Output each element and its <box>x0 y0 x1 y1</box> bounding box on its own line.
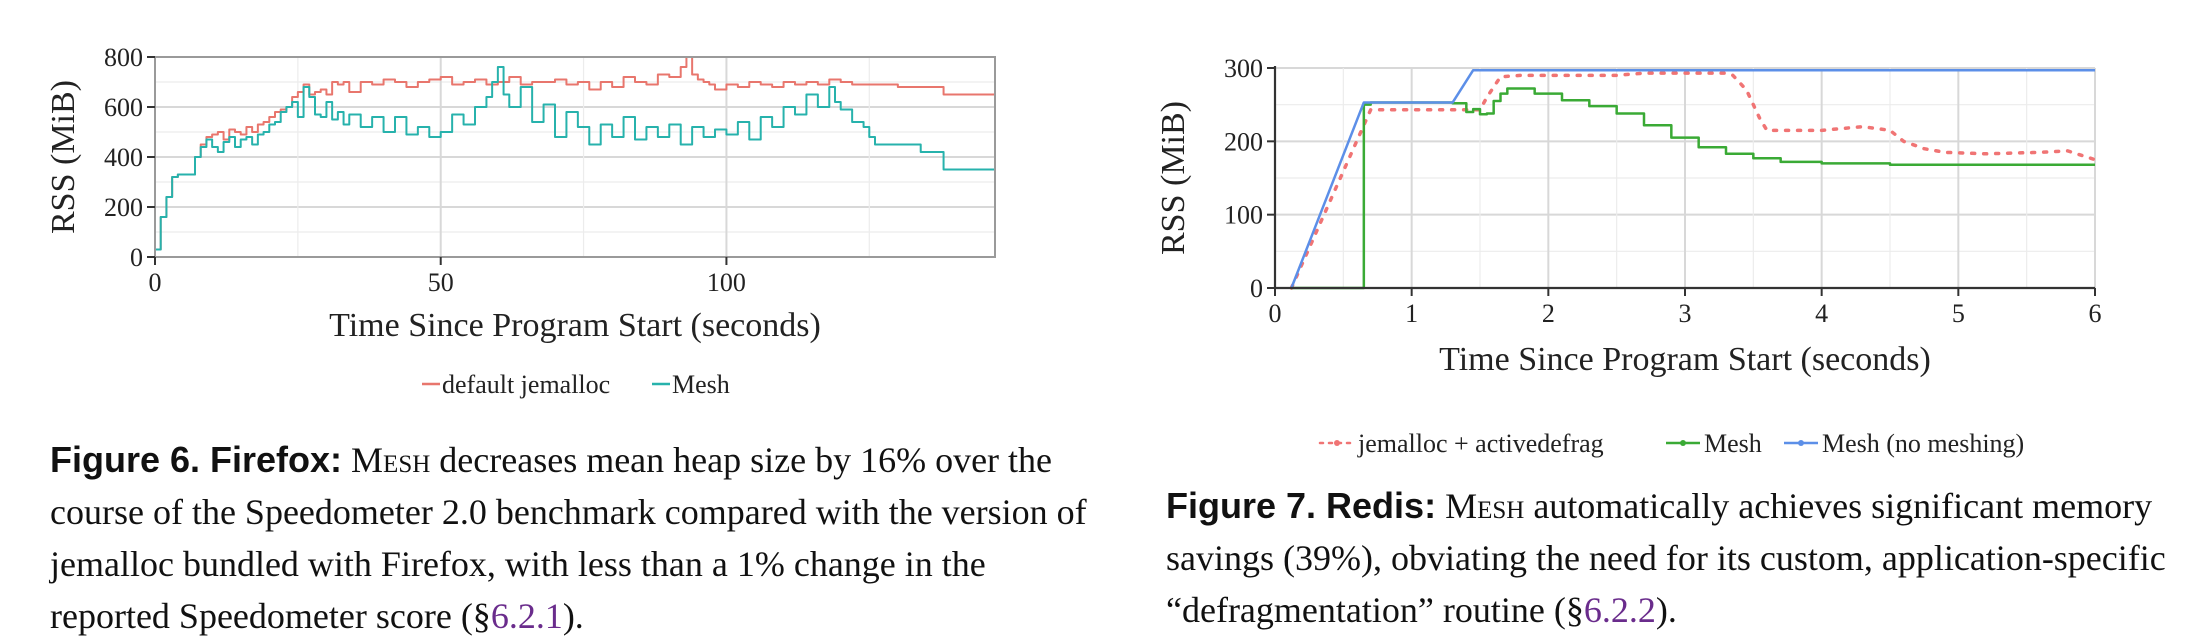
x-tick-label: 50 <box>428 268 454 297</box>
legend-dot-mesh-no-meshing <box>1798 440 1804 446</box>
figure-7-label: Figure 7. Redis: <box>1166 485 1437 526</box>
y-tick-label: 200 <box>104 193 143 222</box>
legend-label-default-jemalloc: default jemalloc <box>442 370 610 399</box>
series-line-default-jemalloc <box>155 56 995 251</box>
y-tick-label: 0 <box>130 243 143 272</box>
figure-7-section-ref[interactable]: 6.2.2 <box>1583 590 1656 630</box>
figure-7-end: ). <box>1655 590 1677 630</box>
y-tick-label: 400 <box>104 143 143 172</box>
legend-label-jemalloc-activedefrag: jemalloc + activedefrag <box>1357 429 1604 458</box>
y-axis-label: RSS (MiB) <box>45 80 82 234</box>
y-tick-label: 800 <box>104 43 143 72</box>
figure-7-caption: Figure 7. Redis: Mesh automatically achi… <box>1166 480 2212 636</box>
x-tick-label: 1 <box>1405 299 1418 328</box>
figure-6-mesh-name: Mesh <box>351 440 431 480</box>
series-line-mesh <box>155 66 995 251</box>
legend: jemalloc + activedefrag Mesh Mesh (no mesh… <box>1318 429 2024 458</box>
figure-6-caption: Figure 6. Firefox: Mesh decreases mean h… <box>50 434 1110 642</box>
legend-label-mesh: Mesh <box>1704 429 1762 458</box>
y-tick-label: 100 <box>1224 201 1263 230</box>
x-tick-label: 4 <box>1815 299 1828 328</box>
firefox-rss-chart: 0 200 400 600 800 0 50 100 Time Since Program St… <box>45 43 996 399</box>
x-tick-label: 0 <box>1269 299 1282 328</box>
figure-6-panel: 0 200 400 600 800 0 50 100 Time Since Program St… <box>45 43 1110 642</box>
figure-6-section-ref[interactable]: 6.2.1 <box>490 596 563 636</box>
figure-7-panel: 0 100 200 300 0 1 2 3 4 5 6 Time Since Program Star… <box>1140 0 2212 642</box>
figure-6-label: Figure 6. Firefox: <box>50 439 343 480</box>
x-tick-label: 5 <box>1952 299 1965 328</box>
x-tick-label: 2 <box>1542 299 1555 328</box>
y-tick-label: 200 <box>1224 127 1263 156</box>
x-tick-label: 0 <box>149 268 162 297</box>
series-line-mesh-no-meshing <box>1290 68 2095 289</box>
x-tick-label: 6 <box>2089 299 2102 328</box>
y-tick-label: 600 <box>104 93 143 122</box>
series-line-jemalloc-activedefrag <box>1289 71 2097 290</box>
legend-label-mesh-no-meshing: Mesh (no meshing) <box>1822 429 2024 458</box>
y-axis-label: RSS (MiB) <box>1155 101 1192 255</box>
x-axis-label: Time Since Program Start (seconds) <box>1439 341 1931 378</box>
figure-7-mesh-name: Mesh <box>1445 486 1525 526</box>
legend-dot-mesh <box>1680 440 1686 446</box>
figure-7-text: automatically achieves significant memor… <box>1166 486 2166 630</box>
redis-rss-chart: 0 100 200 300 0 1 2 3 4 5 6 Time Since Program Star… <box>1155 54 2102 458</box>
x-axis-label: Time Since Program Start (seconds) <box>329 307 821 344</box>
y-tick-label: 0 <box>1250 274 1263 303</box>
legend-label-mesh: Mesh <box>672 370 730 399</box>
y-tick-label: 300 <box>1224 54 1263 83</box>
x-tick-label: 3 <box>1679 299 1692 328</box>
x-tick-label: 100 <box>707 268 746 297</box>
figure-6-end: ). <box>562 596 584 636</box>
legend-dot-jemalloc-activedefrag <box>1334 440 1340 446</box>
series-line-mesh <box>1291 87 2095 290</box>
legend: default jemalloc Mesh <box>422 370 730 399</box>
figure-6-text: decreases mean heap size by 16% over the… <box>50 440 1087 636</box>
